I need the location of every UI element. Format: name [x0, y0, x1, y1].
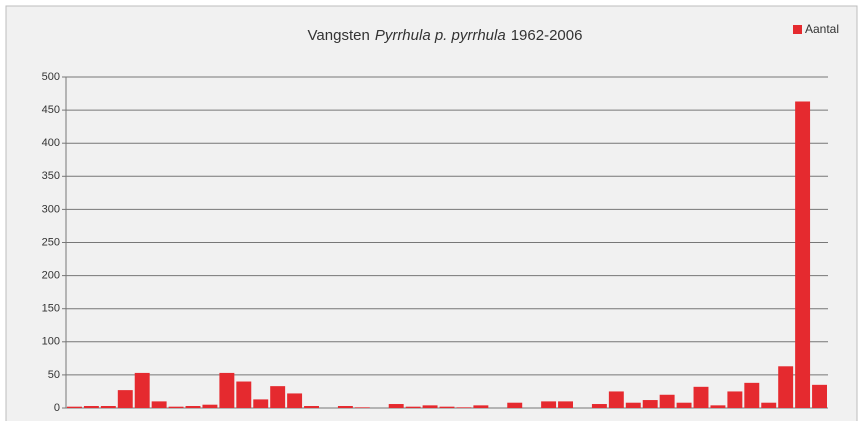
bar [185, 406, 201, 408]
bar [727, 391, 743, 408]
bar [642, 400, 658, 408]
bar [761, 402, 777, 408]
bar [405, 406, 421, 408]
bar [778, 366, 794, 408]
bar [422, 405, 438, 408]
bar [287, 393, 303, 408]
bar [693, 386, 709, 408]
bar [439, 406, 455, 408]
y-tick-label: 200 [42, 270, 60, 282]
bar [83, 406, 99, 408]
y-tick-label: 100 [42, 336, 60, 348]
bar [558, 401, 573, 408]
y-tick-label: 400 [42, 137, 60, 149]
bar [812, 384, 827, 408]
bar [710, 405, 726, 408]
bar [236, 381, 252, 408]
title-part: Vangsten [308, 27, 370, 44]
chart-title: Vangsten Pyrrhula p. pyrrhula 1962-2006 [308, 27, 583, 44]
bar [202, 404, 218, 408]
y-tick-label: 50 [48, 369, 60, 381]
y-tick-label: 150 [42, 303, 60, 315]
bar [219, 372, 235, 408]
bar [591, 404, 607, 408]
y-tick-label: 250 [42, 236, 60, 248]
bar [456, 407, 472, 408]
bar [337, 406, 353, 408]
bar [117, 390, 133, 408]
bar [151, 401, 167, 408]
bar [473, 405, 489, 408]
bar [541, 401, 557, 408]
bar [659, 394, 675, 408]
y-tick-label: 350 [42, 170, 60, 182]
bar [744, 382, 760, 408]
bar [608, 391, 624, 408]
y-tick-label: 500 [42, 71, 60, 83]
legend-swatch [793, 25, 802, 34]
bar [270, 386, 286, 408]
bar [625, 402, 641, 408]
bar [134, 372, 150, 408]
y-tick-label: 450 [42, 104, 60, 116]
bar [676, 402, 692, 408]
title-species: Pyrrhula p. pyrrhula [375, 27, 506, 44]
legend-label: Aantal [805, 22, 839, 36]
bar [354, 407, 370, 408]
y-tick-label: 300 [42, 203, 60, 215]
bar [253, 399, 269, 408]
chart-frame [5, 5, 858, 421]
bar [507, 402, 523, 408]
bar [795, 101, 811, 408]
bar [100, 406, 116, 408]
bar [67, 406, 82, 408]
bar [304, 406, 319, 408]
bar [168, 406, 184, 408]
y-tick-label: 0 [54, 402, 60, 414]
bar [388, 404, 404, 408]
title-part: 1962-2006 [511, 27, 583, 44]
